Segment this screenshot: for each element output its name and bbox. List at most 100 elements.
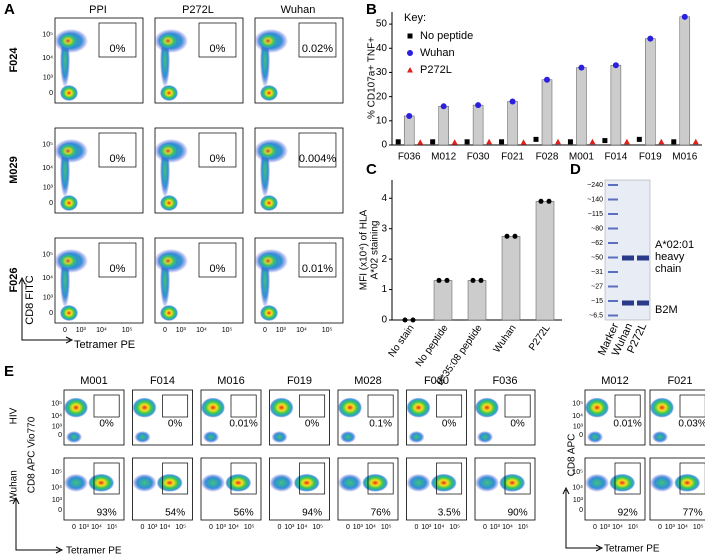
marker bbox=[567, 139, 573, 145]
population bbox=[58, 32, 78, 49]
gate bbox=[367, 462, 394, 495]
y-tick-label: 10⁵ bbox=[51, 400, 62, 407]
column-header: M016 bbox=[217, 375, 245, 387]
gate-percentage: 90% bbox=[508, 508, 528, 519]
gate bbox=[299, 462, 326, 495]
gate-percentage: 0% bbox=[168, 419, 183, 430]
flow-plot: 90% 0 10³ 10⁴ 10⁵ bbox=[474, 457, 536, 531]
y-axis-label: A*02 staining bbox=[370, 221, 381, 280]
y-tick-label: 0 bbox=[49, 310, 53, 317]
x-tick-label: 10⁴ bbox=[96, 327, 107, 334]
y-tick-label: 40 bbox=[376, 43, 388, 54]
gate-percentage: 0.01% bbox=[229, 419, 257, 430]
population bbox=[158, 142, 178, 159]
population bbox=[64, 473, 88, 492]
gate bbox=[93, 462, 120, 495]
population bbox=[225, 473, 252, 492]
flow-plot: 0% bbox=[474, 389, 536, 446]
gate-percentage: 56% bbox=[234, 508, 254, 519]
marker bbox=[430, 139, 436, 145]
y-tick-label: 10³ bbox=[43, 295, 54, 302]
population bbox=[477, 431, 493, 443]
x-tick-label: F014 bbox=[604, 152, 627, 163]
x-tick-label: 10⁵ bbox=[322, 327, 333, 334]
x-tick-label: 10⁴ bbox=[196, 327, 207, 334]
flow-plot: 0% bbox=[154, 127, 244, 214]
column-header: M028 bbox=[354, 375, 382, 387]
dot bbox=[512, 233, 518, 239]
x-tick-label: 10⁵ bbox=[122, 327, 133, 334]
marker bbox=[623, 138, 630, 145]
x-tick-label: F019 bbox=[639, 152, 662, 163]
marker bbox=[578, 64, 585, 71]
marker bbox=[475, 102, 482, 109]
x-tick-label: 10³ bbox=[76, 327, 87, 334]
population bbox=[156, 473, 183, 492]
marker bbox=[451, 139, 458, 145]
ladder-band bbox=[608, 184, 618, 186]
gate bbox=[298, 242, 337, 278]
gate bbox=[198, 132, 237, 168]
gate bbox=[198, 22, 237, 58]
x-tick-label: 10⁴ bbox=[296, 327, 307, 334]
x-tick-label: 0 bbox=[658, 524, 662, 531]
gate bbox=[504, 394, 531, 418]
y-tick-label: 10³ bbox=[573, 424, 584, 431]
population bbox=[430, 473, 457, 492]
gate-percentage: 0% bbox=[305, 419, 320, 430]
gate bbox=[679, 462, 705, 495]
column-header: M012 bbox=[601, 375, 629, 387]
y-tick-label: 30 bbox=[376, 67, 388, 78]
x-tick-label: 10⁴ bbox=[228, 524, 239, 531]
marker bbox=[406, 112, 413, 119]
x-tick-label: 10⁵ bbox=[381, 524, 392, 531]
gate-percentage: 0.01% bbox=[302, 263, 333, 275]
bar bbox=[433, 280, 453, 321]
column-header: F014 bbox=[150, 375, 175, 387]
y-tick-label: 0 bbox=[579, 507, 583, 514]
gate-percentage: 0% bbox=[442, 419, 457, 430]
flow-plot: 0.03% bbox=[649, 389, 705, 446]
y-tick-label: 10³ bbox=[52, 497, 63, 504]
flow-plot: 0.004% bbox=[254, 127, 344, 214]
gate-percentage: 76% bbox=[371, 508, 391, 519]
x-tick-label: 0 bbox=[415, 524, 419, 531]
annotation: A*02:01 bbox=[655, 239, 694, 251]
ladder-band bbox=[608, 271, 618, 273]
ladder-label: ~27 bbox=[591, 283, 603, 290]
x-tick-label: 10⁴ bbox=[160, 524, 171, 531]
marker bbox=[499, 139, 505, 145]
bar bbox=[679, 16, 691, 146]
marker bbox=[589, 138, 596, 145]
column-header: F019 bbox=[287, 375, 312, 387]
y-tick-label: 50 bbox=[376, 19, 388, 30]
gate bbox=[98, 132, 137, 168]
flow-plot: 0% 0 10³ 10⁴ 10⁵ bbox=[42, 127, 144, 214]
x-tick-label: 0 bbox=[278, 524, 282, 531]
gate-percentage: 0% bbox=[510, 419, 525, 430]
row-label: F026 bbox=[8, 267, 20, 292]
marker bbox=[555, 138, 561, 145]
gate-percentage: 0.1% bbox=[369, 419, 392, 430]
population bbox=[160, 305, 178, 321]
bar bbox=[535, 201, 555, 321]
population bbox=[132, 397, 157, 418]
y-tick-label: 10⁵ bbox=[51, 469, 62, 476]
bar bbox=[438, 106, 449, 146]
panel-label: B bbox=[366, 1, 377, 18]
y-tick-label: 0 bbox=[49, 200, 53, 207]
gate bbox=[98, 22, 137, 58]
y-tick-label: 10³ bbox=[43, 75, 54, 82]
marker bbox=[692, 138, 699, 145]
column-header: P272L bbox=[182, 4, 214, 16]
flow-plot: 77% 0 10³ 10⁴ 10⁵ bbox=[649, 457, 705, 531]
gate bbox=[298, 132, 337, 168]
flow-plot: 0% bbox=[406, 389, 467, 446]
population bbox=[587, 431, 603, 443]
y-axis-label: MFI (x10⁴) of HLA bbox=[359, 209, 370, 290]
x-tick-label: 0 bbox=[163, 327, 167, 334]
annotation: heavy bbox=[655, 251, 685, 263]
ladder-label: ~80 bbox=[591, 225, 603, 232]
population bbox=[260, 305, 278, 321]
gate bbox=[614, 462, 641, 495]
